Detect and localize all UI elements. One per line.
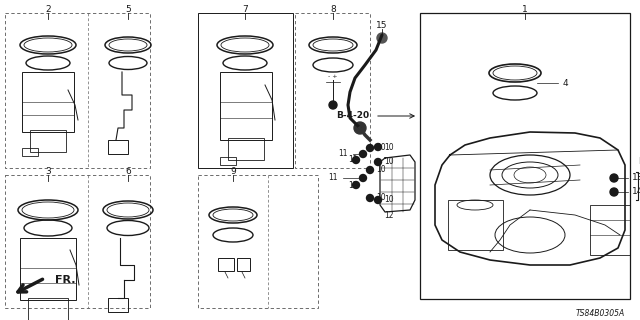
Text: 13: 13 bbox=[632, 173, 640, 182]
Circle shape bbox=[374, 196, 381, 204]
Bar bbox=[20, 238, 76, 300]
Text: 9: 9 bbox=[230, 167, 236, 177]
Text: 7: 7 bbox=[242, 5, 248, 14]
Text: 6: 6 bbox=[125, 167, 131, 177]
Bar bbox=[22, 72, 74, 132]
Circle shape bbox=[329, 101, 337, 109]
Bar bbox=[198, 175, 318, 308]
Text: B-3: B-3 bbox=[638, 156, 640, 165]
Text: 10: 10 bbox=[376, 194, 386, 203]
Bar bbox=[5, 175, 150, 308]
Text: 11: 11 bbox=[349, 156, 358, 164]
Text: 4: 4 bbox=[563, 78, 568, 87]
Text: B-4-20: B-4-20 bbox=[337, 111, 369, 121]
Circle shape bbox=[377, 33, 387, 43]
Bar bbox=[220, 157, 236, 165]
Text: 1: 1 bbox=[522, 5, 528, 14]
Text: 10: 10 bbox=[384, 157, 394, 166]
Text: 8: 8 bbox=[330, 5, 336, 14]
Circle shape bbox=[360, 150, 367, 157]
Circle shape bbox=[353, 181, 360, 188]
Text: 2: 2 bbox=[45, 5, 51, 14]
Bar bbox=[590, 205, 630, 255]
Bar bbox=[198, 13, 293, 168]
Bar bbox=[420, 13, 630, 299]
Circle shape bbox=[374, 158, 381, 165]
Bar bbox=[448, 200, 503, 250]
Bar bbox=[220, 72, 272, 140]
Text: 10: 10 bbox=[376, 165, 386, 174]
Circle shape bbox=[353, 156, 360, 164]
Text: 10: 10 bbox=[384, 196, 394, 204]
Circle shape bbox=[610, 174, 618, 182]
Circle shape bbox=[367, 195, 374, 202]
Text: FR.: FR. bbox=[55, 275, 76, 285]
Text: 5: 5 bbox=[125, 5, 131, 14]
Text: 14: 14 bbox=[632, 188, 640, 196]
Circle shape bbox=[374, 143, 381, 150]
Bar bbox=[218, 258, 234, 271]
Text: - +: - + bbox=[328, 75, 338, 79]
Text: 10: 10 bbox=[376, 143, 386, 153]
Bar bbox=[28, 298, 68, 320]
Circle shape bbox=[360, 174, 367, 181]
Bar bbox=[22, 148, 38, 156]
Bar bbox=[237, 258, 250, 271]
Bar bbox=[30, 130, 66, 152]
Text: 11: 11 bbox=[328, 173, 338, 182]
Circle shape bbox=[354, 122, 366, 134]
Text: 15: 15 bbox=[376, 21, 388, 30]
Text: 10: 10 bbox=[384, 142, 394, 151]
Text: 11: 11 bbox=[339, 149, 348, 158]
Text: 3: 3 bbox=[45, 167, 51, 177]
Bar bbox=[5, 13, 150, 168]
Text: TS84B0305A: TS84B0305A bbox=[576, 308, 625, 317]
Circle shape bbox=[367, 145, 374, 151]
Text: 12: 12 bbox=[384, 212, 394, 220]
Circle shape bbox=[367, 166, 374, 173]
Bar bbox=[108, 140, 128, 154]
Bar bbox=[228, 138, 264, 160]
Bar bbox=[108, 298, 128, 312]
Circle shape bbox=[610, 188, 618, 196]
Text: 11: 11 bbox=[349, 180, 358, 189]
Bar bbox=[295, 13, 370, 168]
